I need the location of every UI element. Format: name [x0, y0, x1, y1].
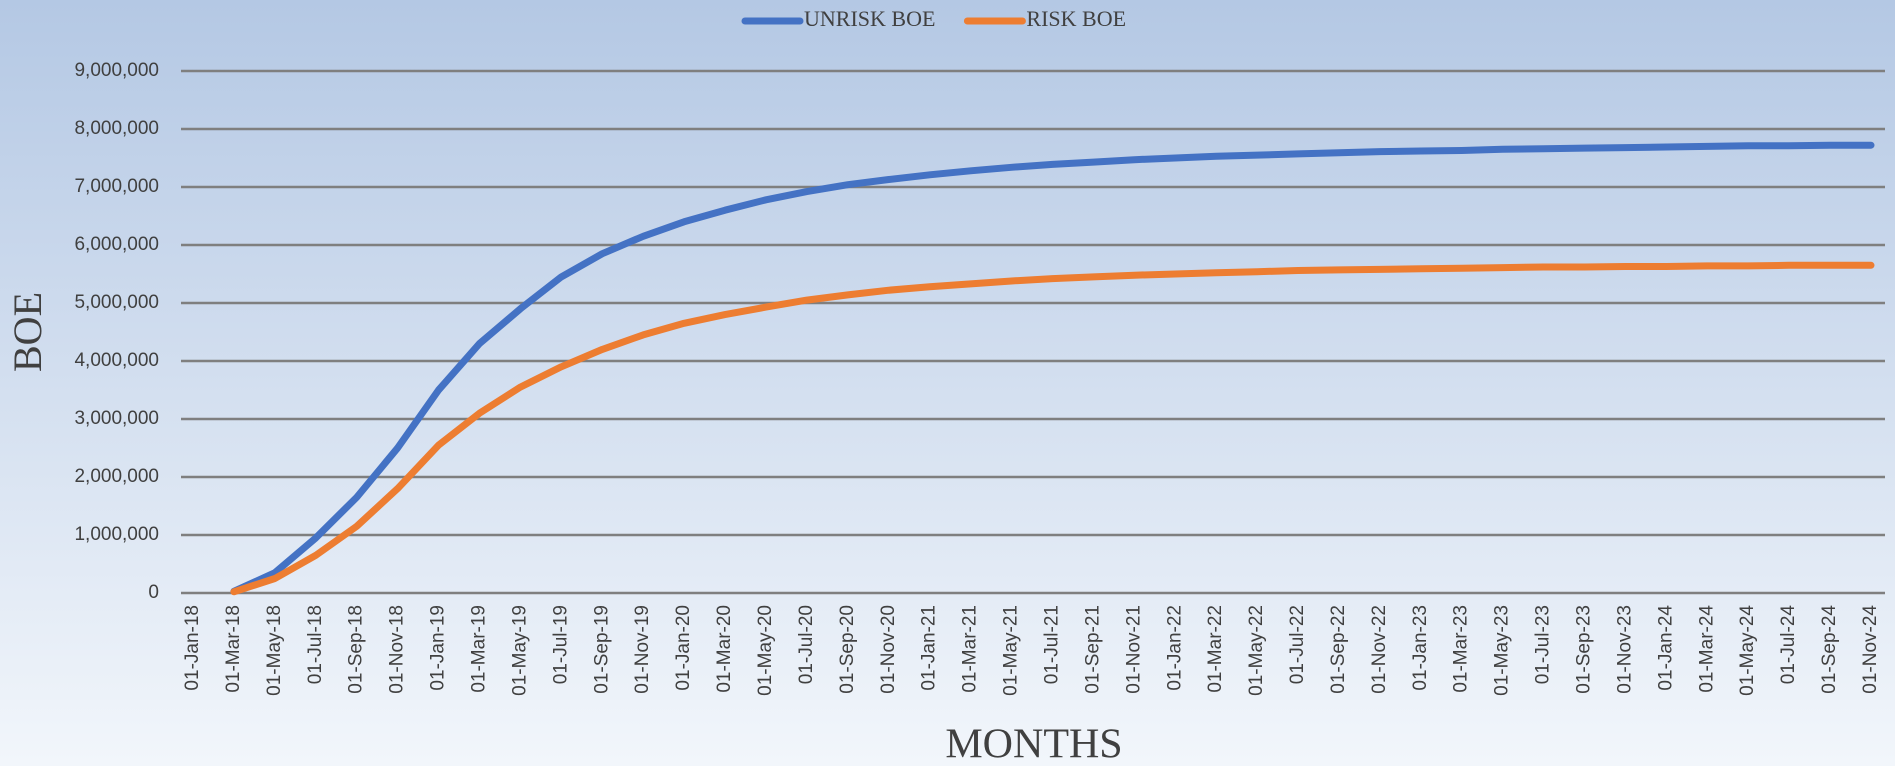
x-tick-label: 01-Sep-18 — [346, 605, 367, 694]
x-tick-label: 01-Jul-22 — [1287, 605, 1308, 684]
x-tick-label: 01-Nov-20 — [878, 605, 899, 694]
x-tick-label: 01-Mar-22 — [1205, 605, 1226, 693]
x-tick-label: 01-Nov-19 — [632, 605, 653, 694]
x-tick-label: 01-Nov-18 — [387, 605, 408, 694]
x-tick-label: 01-Jul-23 — [1533, 605, 1554, 684]
x-tick-label: 01-Nov-23 — [1614, 605, 1635, 694]
line-series — [230, 141, 1875, 595]
legend-label: UNRISK BOE — [804, 6, 935, 31]
x-axis-label: MONTHS — [945, 722, 1122, 766]
x-tick-label: 01-Mar-21 — [960, 605, 981, 693]
x-tick-label: 01-Sep-24 — [1819, 605, 1840, 694]
x-tick-label: 01-Jan-19 — [428, 605, 449, 691]
x-tick-label: 01-Sep-19 — [591, 605, 612, 694]
x-tick-label: 01-Jul-20 — [796, 605, 817, 684]
y-tick-label: 7,000,000 — [74, 176, 159, 197]
x-tick-label: 01-Mar-20 — [714, 605, 735, 693]
x-tick-label: 01-Jan-21 — [919, 605, 940, 691]
y-tick-label: 9,000,000 — [74, 60, 159, 81]
y-tick-label: 4,000,000 — [74, 350, 159, 371]
x-tick-label: 01-Mar-18 — [223, 605, 244, 693]
x-tick-label: 01-Jul-19 — [550, 605, 571, 684]
x-tick-label: 01-Jan-18 — [182, 605, 203, 691]
x-tick-label: 01-May-19 — [509, 605, 530, 696]
line-series — [230, 261, 1875, 596]
x-tick-label: 01-Jan-24 — [1655, 605, 1676, 691]
x-tick-label: 01-Jan-20 — [673, 605, 694, 691]
x-tick-label: 01-May-18 — [264, 605, 285, 696]
x-tick-label: 01-Mar-23 — [1451, 605, 1472, 693]
y-tick-label: 8,000,000 — [74, 118, 159, 139]
x-tick-label: 01-Jan-22 — [1164, 605, 1185, 691]
x-tick-label: 01-Jul-18 — [305, 605, 326, 684]
x-tick-label: 01-May-23 — [1492, 605, 1513, 696]
legend-label: RISK BOE — [1026, 6, 1126, 31]
y-tick-label: 5,000,000 — [74, 292, 159, 313]
x-tick-label: 01-Nov-21 — [1123, 605, 1144, 694]
x-tick-label: 01-Jul-21 — [1041, 605, 1062, 684]
y-tick-label: 2,000,000 — [74, 466, 159, 487]
y-tick-label: 6,000,000 — [74, 234, 159, 255]
x-tick-label: 01-May-21 — [1001, 605, 1022, 696]
y-tick-label: 0 — [148, 582, 159, 603]
x-tick-label: 01-May-22 — [1246, 605, 1267, 696]
x-tick-label: 01-May-20 — [755, 605, 776, 696]
x-tick-label: 01-Nov-24 — [1860, 605, 1881, 694]
x-tick-label: 01-May-24 — [1737, 605, 1758, 696]
x-tick-label: 01-Jan-23 — [1410, 605, 1431, 691]
x-tick-label: 01-Sep-20 — [837, 605, 858, 694]
y-tick-label: 1,000,000 — [74, 524, 159, 545]
y-tick-label: 3,000,000 — [74, 408, 159, 429]
x-tick-label: 01-Sep-22 — [1328, 605, 1349, 694]
x-tick-label: 01-Mar-19 — [469, 605, 490, 693]
x-tick-label: 01-Nov-22 — [1369, 605, 1390, 694]
y-axis-label: BOE — [5, 292, 50, 372]
x-tick-label: 01-Sep-23 — [1574, 605, 1595, 694]
x-tick-label: 01-Mar-24 — [1696, 605, 1717, 693]
x-tick-label: 01-Jul-24 — [1778, 605, 1799, 685]
x-tick-label: 01-Sep-21 — [1082, 605, 1103, 694]
